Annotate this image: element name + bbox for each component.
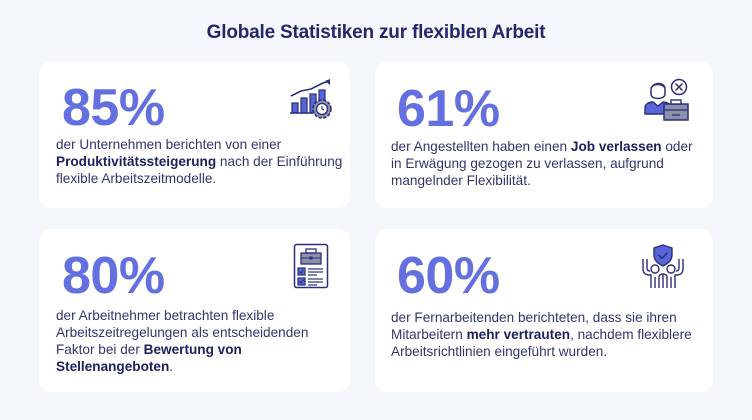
stat-card-job-leaving: 61% der Angestellten haben einen Job ver…	[375, 62, 713, 208]
stat-description: der Unternehmen berichten von einer Prod…	[56, 137, 343, 186]
highlight-text: Produktivitätssteigerung	[56, 154, 217, 169]
highlight-text: mehr vertrauten	[466, 327, 571, 342]
stat-card-productivity: 85% der Unternehmen berichten von einer …	[39, 62, 350, 208]
stat-value: 85%	[62, 79, 165, 137]
stat-description: der Arbeitnehmer betrachten flexible Arb…	[56, 308, 309, 374]
team-trust-shield-icon	[639, 243, 687, 289]
employee-leaving-job-icon	[643, 78, 689, 122]
highlight-text: Bewertung von Stellenangeboten	[56, 342, 242, 374]
highlight-text: Job verlassen	[570, 139, 662, 154]
page-title: Globale Statistiken zur flexiblen Arbeit	[206, 22, 546, 43]
stat-card-job-offers: 80% der Arbeitnehmer betrachten flexible…	[39, 229, 350, 392]
stat-value: 60%	[397, 247, 500, 305]
productivity-chart-gear-icon	[289, 79, 339, 121]
job-offer-checklist-icon	[293, 243, 329, 289]
stat-value: 61%	[397, 80, 500, 138]
stat-value: 80%	[62, 247, 165, 305]
stat-description: der Fernarbeitenden berichteten, dass si…	[391, 310, 692, 359]
stat-description: der Angestellten haben einen Job verlass…	[391, 139, 693, 188]
stat-card-trust: 60% der Fernarbeitenden berichteten, das…	[375, 229, 713, 392]
